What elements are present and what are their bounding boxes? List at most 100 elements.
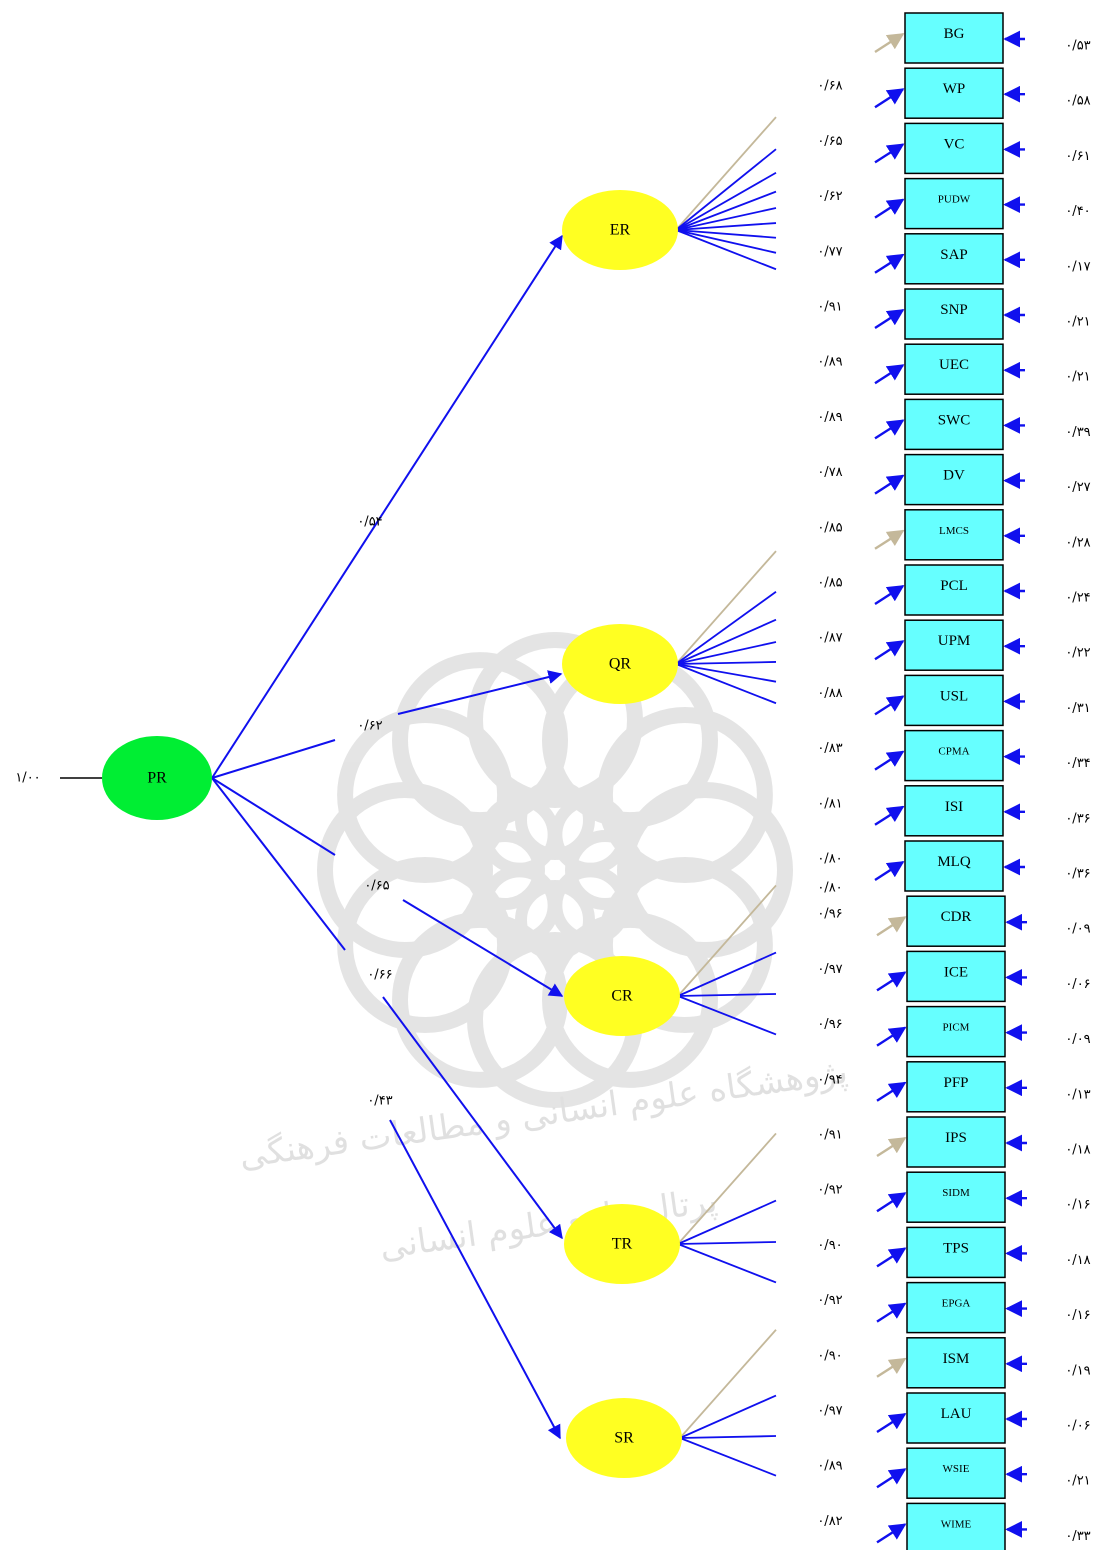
root-edge-stub bbox=[211, 777, 336, 856]
indicator-box-sap bbox=[904, 233, 1004, 285]
indicator-box-pfp bbox=[906, 1061, 1006, 1113]
error-value-snp: ۰/۲۱ bbox=[1065, 315, 1090, 330]
watermark-ring bbox=[317, 782, 493, 958]
error-value-isi: ۰/۳۶ bbox=[1065, 811, 1090, 826]
edge-pr-to-qr bbox=[397, 670, 563, 715]
fan-line-qr bbox=[675, 590, 777, 665]
root-edge-stub bbox=[211, 777, 346, 951]
indicator-arrow-upm bbox=[874, 640, 905, 661]
loading-value-wp: ۰/۶۸ bbox=[817, 79, 842, 94]
error-value-wp: ۰/۵۸ bbox=[1065, 94, 1090, 109]
labels-layer: ۱/۰۰ ۰/۵۴ ۰/۶۲ ۰/۶۵ ۰/۶۶ ۰/۴۳ ۰/۵۳ ۰/۵۸ ۰/۶۸ ۰/۶۱… bbox=[15, 39, 1090, 1544]
indicator-label-mlq: MLQ bbox=[937, 854, 971, 870]
indicator-arrow-wp bbox=[874, 88, 905, 109]
indicator-box-epga bbox=[906, 1281, 1006, 1334]
fan-line-tr bbox=[677, 1199, 777, 1245]
indicator-box-cdr bbox=[906, 895, 1006, 947]
indicator-arrow-uec bbox=[874, 364, 905, 385]
fan-line-qr bbox=[675, 641, 777, 665]
indicator-box-picm bbox=[906, 1005, 1006, 1058]
edge-pr-to-tr bbox=[382, 996, 563, 1240]
indicator-box-dv bbox=[904, 453, 1004, 506]
loading-pr-er: ۰/۵۴ bbox=[357, 515, 382, 530]
edge-pr-to-sr bbox=[389, 1119, 561, 1440]
indicator-box-bg bbox=[904, 12, 1004, 64]
fan-line-sr bbox=[679, 1394, 777, 1439]
indicator-label-pfp: PFP bbox=[943, 1075, 968, 1091]
loading-pr-cr: ۰/۶۵ bbox=[364, 879, 389, 894]
indicator-label-ice: ICE bbox=[944, 964, 968, 980]
indicator-box-snp bbox=[904, 288, 1004, 340]
error-value-ips: ۰/۱۸ bbox=[1065, 1143, 1090, 1158]
loading-value-tps: ۰/۹۰ bbox=[817, 1238, 842, 1253]
error-value-sap: ۰/۱۷ bbox=[1065, 259, 1090, 274]
watermark-petal bbox=[465, 830, 545, 910]
loading-value-sidm: ۰/۹۲ bbox=[817, 1183, 842, 1198]
indicator-arrow-tps bbox=[876, 1247, 907, 1268]
indicator-arrow-wime bbox=[876, 1523, 907, 1544]
error-value-swc: ۰/۳۹ bbox=[1065, 425, 1090, 440]
fan-line-cr bbox=[677, 951, 777, 997]
watermark-ring bbox=[337, 857, 514, 1033]
indicator-box-sidm bbox=[906, 1171, 1006, 1223]
fan-line-er bbox=[675, 229, 777, 254]
indicator-arrow-ips bbox=[876, 1136, 907, 1158]
watermark-ring bbox=[596, 707, 773, 883]
indicator-label-ism: ISM bbox=[943, 1351, 970, 1367]
indicator-label-picm: PICM bbox=[943, 1022, 970, 1034]
indicator-label-uec: UEC bbox=[939, 357, 969, 373]
loading-value-uec: ۰/۸۹ bbox=[817, 355, 842, 370]
indicator-box-isi bbox=[904, 785, 1004, 837]
loading-pr-qr: ۰/۶۲ bbox=[357, 719, 382, 734]
error-value-picm: ۰/۰۹ bbox=[1065, 1032, 1090, 1047]
edge-pr-to-er bbox=[211, 234, 563, 779]
loading-value-extra-qr: ۰/۸۰ bbox=[817, 881, 842, 896]
indicator-box-upm bbox=[904, 619, 1004, 671]
loading-value-usl: ۰/۸۸ bbox=[817, 686, 842, 701]
indicator-label-lau: LAU bbox=[941, 1406, 972, 1422]
indicator-arrow-ism bbox=[876, 1357, 907, 1378]
indicator-arrow-epga bbox=[876, 1302, 907, 1323]
node-tr bbox=[564, 1204, 680, 1284]
error-value-bg: ۰/۵۳ bbox=[1065, 39, 1090, 54]
indicator-label-swc: SWC bbox=[938, 412, 971, 428]
fan-line-cr bbox=[677, 993, 777, 997]
fan-line-qr bbox=[675, 663, 777, 683]
error-value-cdr: ۰/۰۹ bbox=[1065, 922, 1090, 937]
indicator-arrow-dv bbox=[874, 474, 905, 495]
indicator-label-usl: USL bbox=[940, 688, 968, 704]
indicator-label-sap: SAP bbox=[940, 247, 968, 263]
error-value-uec: ۰/۲۱ bbox=[1065, 370, 1090, 385]
indicator-arrow-cpma bbox=[874, 750, 905, 771]
error-value-pfp: ۰/۱۳ bbox=[1065, 1087, 1090, 1102]
indicator-box-vc bbox=[904, 122, 1004, 175]
edge-pr-to-cr bbox=[402, 899, 564, 997]
indicator-label-bg: BG bbox=[944, 26, 965, 42]
loading-value-pfp: ۰/۹۴ bbox=[817, 1072, 842, 1087]
indicator-label-vc: VC bbox=[944, 136, 965, 152]
indicator-box-uec bbox=[904, 343, 1004, 395]
node-cr-label: CR bbox=[611, 988, 633, 1005]
error-value-tps: ۰/۱۸ bbox=[1065, 1253, 1090, 1268]
indicator-arrow-sidm bbox=[876, 1192, 907, 1213]
indicator-arrow-sap bbox=[874, 253, 905, 274]
error-value-vc: ۰/۶۱ bbox=[1065, 149, 1090, 164]
root-input-value: ۱/۰۰ bbox=[15, 771, 40, 786]
indicator-arrow-mlq bbox=[874, 860, 905, 882]
indicator-box-wp bbox=[904, 67, 1004, 119]
fan-line-tr bbox=[677, 1132, 777, 1245]
watermark-ring bbox=[337, 707, 514, 883]
watermark-petal bbox=[515, 880, 595, 960]
indicator-box-lmcs bbox=[904, 509, 1004, 561]
indicator-arrow-cdr bbox=[876, 916, 907, 937]
indicator-arrow-ice bbox=[876, 971, 907, 992]
node-sr bbox=[566, 1398, 682, 1478]
indicator-label-pudw: PUDW bbox=[938, 194, 971, 206]
indicator-label-wsie: WSIE bbox=[943, 1463, 970, 1475]
indicator-box-ism bbox=[906, 1337, 1006, 1389]
indicator-label-cdr: CDR bbox=[941, 909, 972, 925]
watermark-line-1: پژوهشگاه علوم انسانی و مطالعات فرهنگی bbox=[237, 1052, 850, 1177]
loading-value-ips: ۰/۹۱ bbox=[817, 1128, 842, 1143]
loading-value-cdr: ۰/۹۶ bbox=[817, 907, 842, 922]
error-value-sidm: ۰/۱۶ bbox=[1065, 1198, 1090, 1213]
